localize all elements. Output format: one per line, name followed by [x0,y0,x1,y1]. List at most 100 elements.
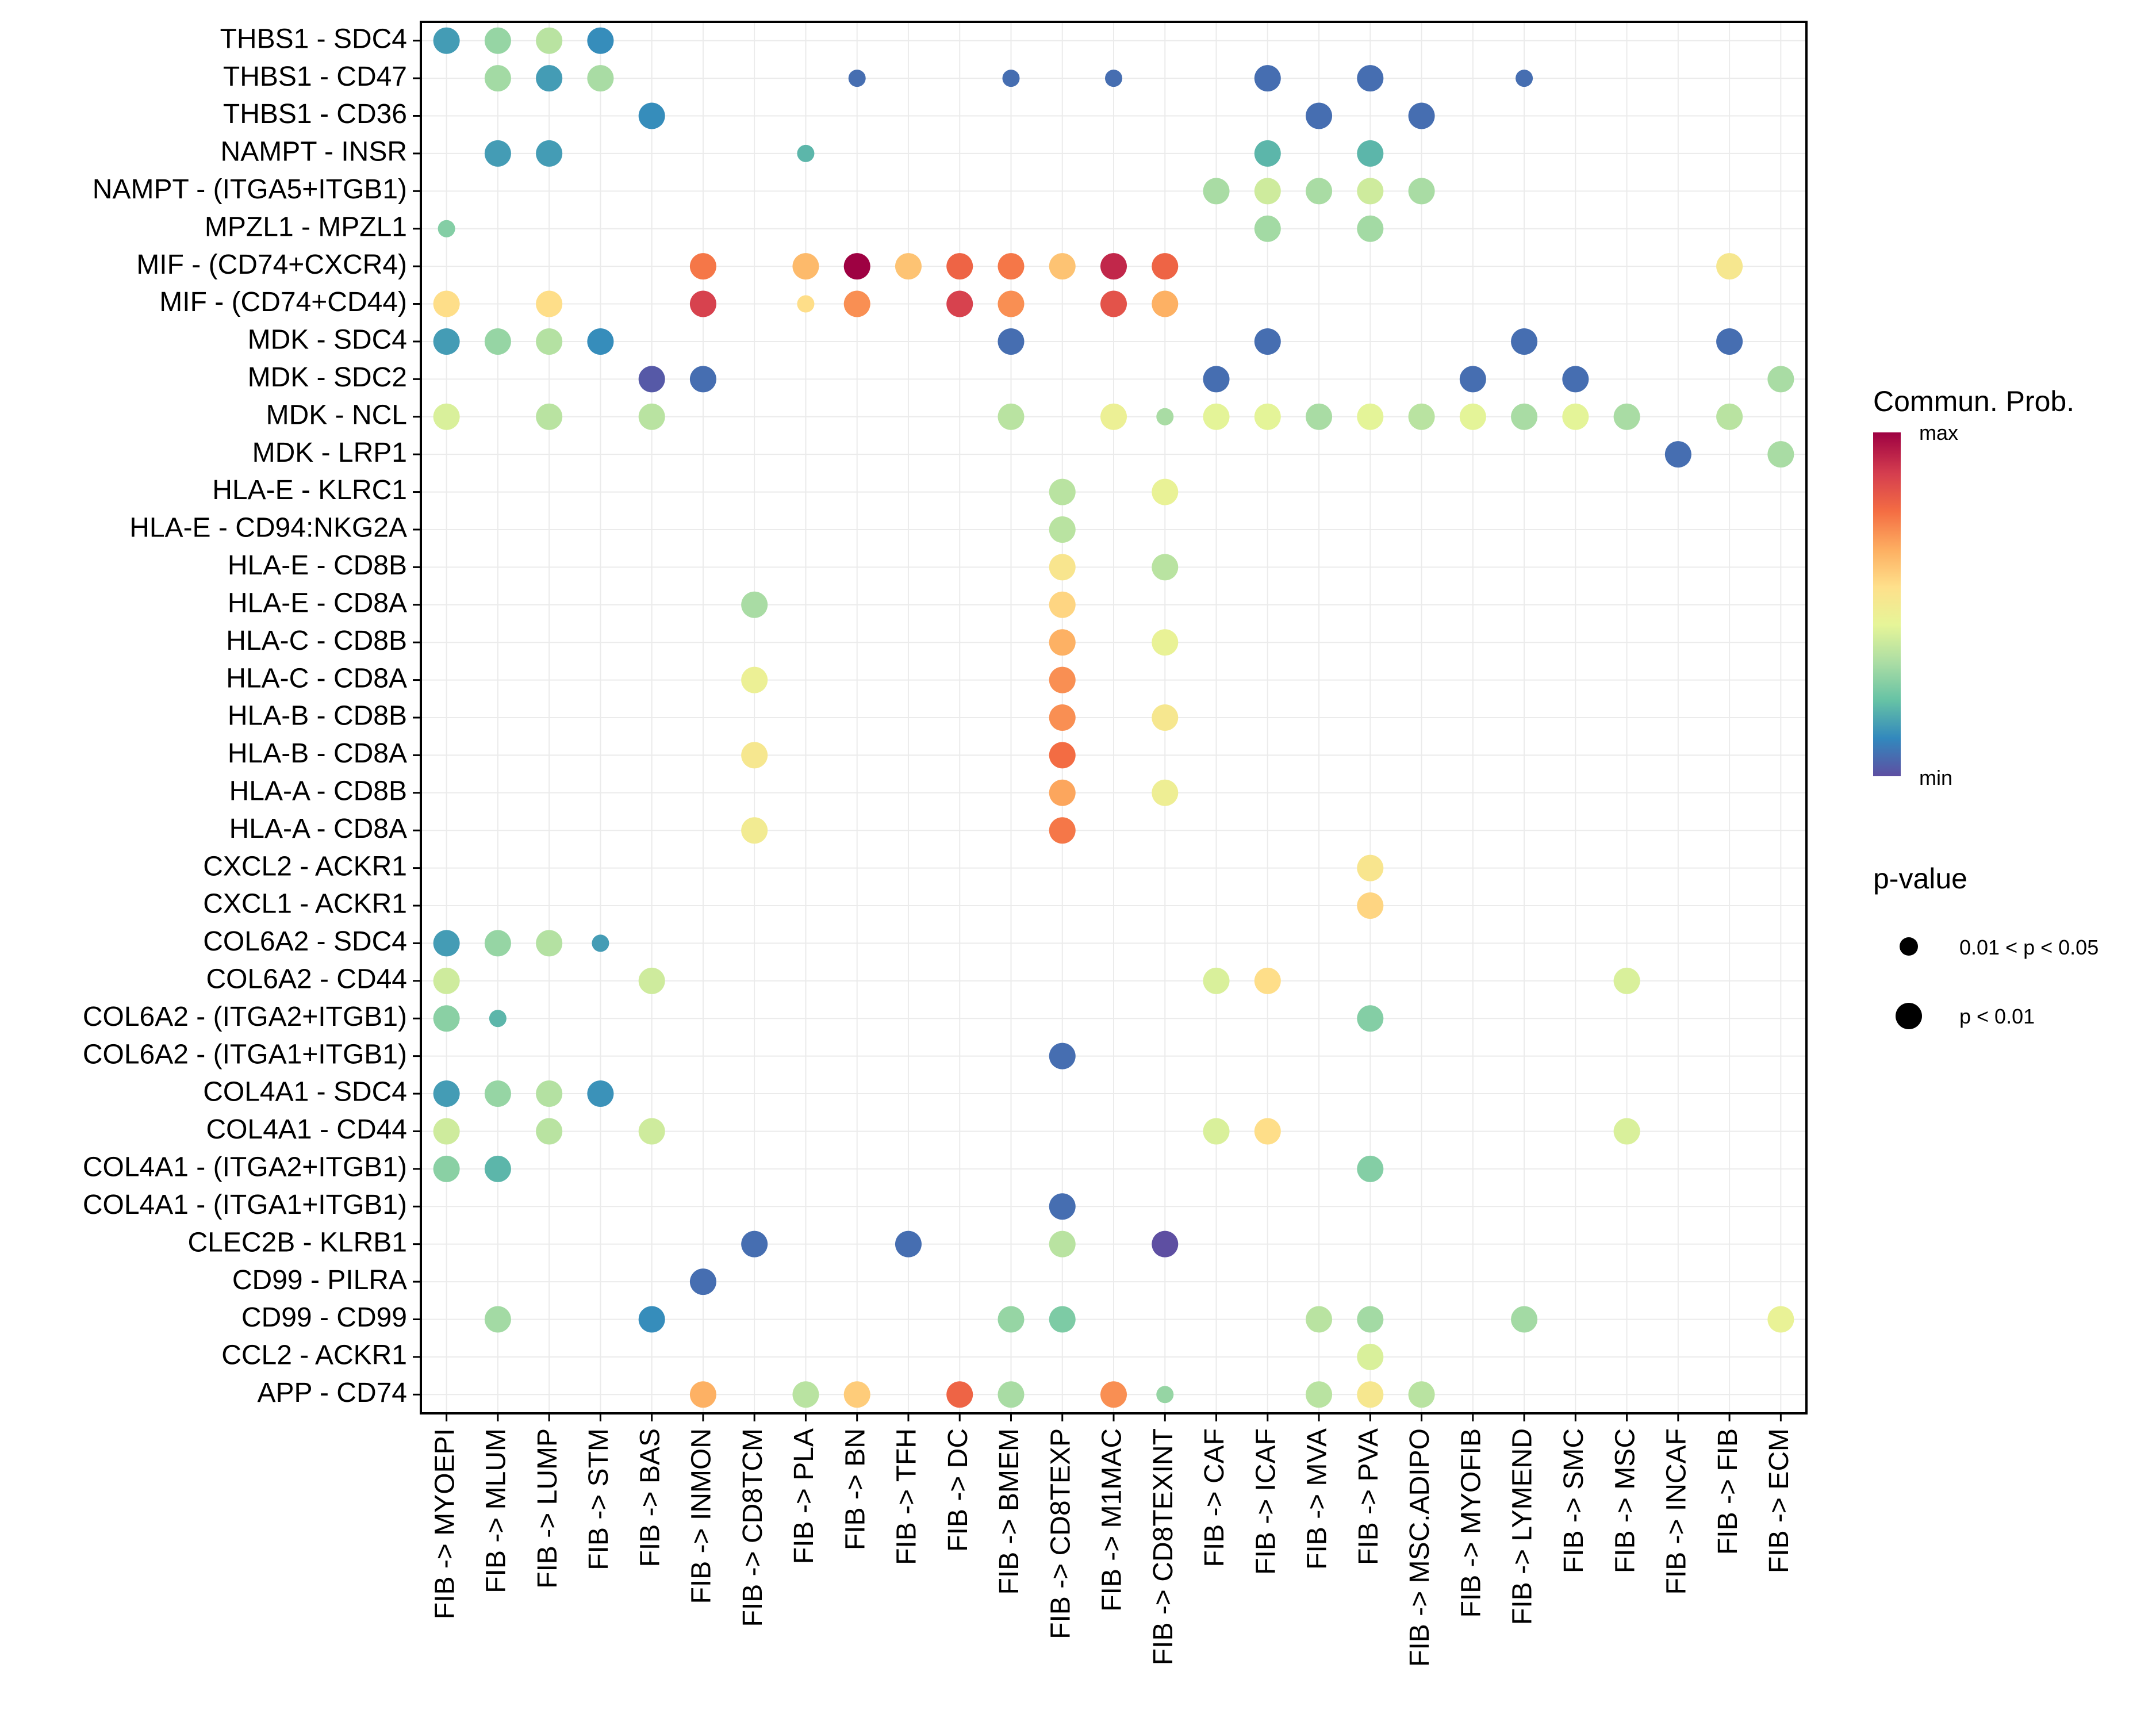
data-point [1664,441,1691,468]
x-tick-label: FIB -> PVA [1353,1428,1384,1565]
y-axis: THBS1 - SDC4 THBS1 - CD47 THBS1 - CD36 NAMP… [83,24,421,1408]
x-tick-label: FIB -> INMON [686,1428,717,1604]
pvalue-legend-title: p-value [1873,862,1967,895]
data-point [1049,1042,1076,1070]
pvalue-legend-small-label: 0.01 < p < 0.05 [1959,936,2099,959]
data-point [843,253,870,280]
data-point [689,366,716,393]
data-point [1357,854,1384,881]
y-tick-label: COL6A2 - (ITGA2+ITGB1) [83,1002,407,1032]
y-tick-label: HLA-C - CD8B [226,626,407,656]
data-point [1049,554,1076,581]
x-tick-label: FIB -> INCAF [1662,1428,1692,1594]
y-tick-label: THBS1 - CD47 [223,62,407,92]
y-tick-label: COL6A2 - SDC4 [203,926,407,957]
data-point [1152,290,1179,317]
data-point [1049,516,1076,543]
data-point [797,295,815,313]
y-tick-label: CD99 - PILRA [232,1265,407,1295]
y-tick-label: COL4A1 - (ITGA2+ITGB1) [83,1152,407,1183]
pvalue-legend-small-dot [1900,937,1918,956]
data-point [433,930,460,957]
data-point [1357,1306,1384,1333]
data-point [484,1306,511,1333]
y-tick-label: HLA-E - CD8A [228,588,407,618]
data-point [1049,1306,1076,1333]
data-point [792,1381,819,1408]
data-point [433,290,460,317]
data-point [946,290,973,317]
x-tick-label: FIB -> MYOEPI [429,1428,460,1619]
pvalue-legend-large-label: p < 0.01 [1959,1005,2035,1028]
data-point [484,27,511,54]
data-point [536,403,563,430]
data-point [848,70,866,87]
data-point [998,253,1025,280]
grid-lines [421,22,1806,1413]
data-point [998,1381,1025,1408]
data-point [1049,478,1076,505]
y-tick-label: HLA-C - CD8A [226,663,407,693]
data-point [741,1230,768,1258]
data-point [1357,140,1384,167]
x-tick-label: FIB -> STM [584,1428,614,1570]
y-tick-label: MIF - (CD74+CXCR4) [136,250,407,280]
data-point [1459,403,1486,430]
data-point [638,403,665,430]
data-point [433,328,460,355]
data-point [689,1268,716,1295]
x-tick-label: FIB -> FIB [1713,1428,1743,1555]
data-point [1203,967,1230,994]
data-point [741,666,768,693]
data-point [1152,478,1179,505]
data-point [1156,1386,1174,1404]
data-point [1408,1381,1435,1408]
data-point [797,144,815,162]
data-point [536,1080,563,1107]
data-point [1511,403,1538,430]
y-tick-label: COL4A1 - CD44 [206,1114,407,1145]
data-point [843,290,870,317]
data-point [1203,366,1230,393]
data-point [1716,328,1743,355]
data-point [1767,366,1794,393]
data-point [1049,817,1076,844]
x-tick-label: FIB -> MVA [1302,1428,1333,1570]
data-point [433,1155,460,1182]
data-point [741,817,768,844]
data-point [1254,215,1281,242]
data-point [1306,102,1333,129]
data-point [843,1381,870,1408]
data-point [1100,253,1127,280]
y-tick-label: HLA-E - CD8B [228,550,407,581]
data-point [1100,403,1127,430]
y-tick-label: THBS1 - CD36 [223,99,407,129]
data-point [536,65,563,92]
x-tick-label: FIB -> BMEM [994,1428,1025,1594]
y-tick-label: COL6A2 - CD44 [206,964,407,995]
data-point [536,328,563,355]
data-point [1562,366,1589,393]
data-point [1049,704,1076,731]
y-tick-label: HLA-B - CD8B [228,701,407,731]
data-point [1254,403,1281,430]
data-point [638,1118,665,1145]
x-tick-label: FIB -> M1MAC [1097,1428,1127,1612]
x-tick-label: FIB -> PLA [789,1428,819,1564]
data-points [433,27,1794,1408]
data-point [638,1306,665,1333]
y-tick-label: HLA-A - CD8A [229,814,407,844]
data-point [741,742,768,769]
y-tick-label: HLA-E - CD94:NKG2A [129,513,407,543]
data-point [536,27,563,54]
x-tick-label: FIB -> CD8TCM [738,1428,768,1627]
y-tick-label: HLA-E - KLRC1 [212,475,407,505]
x-tick-label: FIB -> DC [943,1428,973,1552]
data-point [1408,102,1435,129]
data-point [1100,290,1127,317]
data-point [1516,70,1533,87]
data-point [1100,1381,1127,1408]
data-point [1357,65,1384,92]
data-point [1357,1343,1384,1370]
data-point [587,328,614,355]
